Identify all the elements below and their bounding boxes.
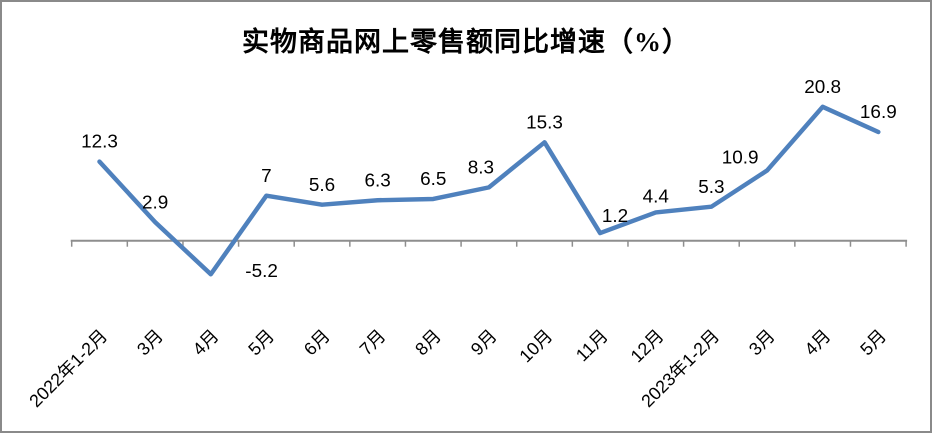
x-axis-tick-label: 4月 [801, 326, 835, 360]
x-axis-tick-label: 8月 [411, 326, 445, 360]
data-point-label: 12.3 [81, 131, 118, 152]
x-axis-tick-label: 7月 [356, 326, 390, 360]
data-point-label: 1.2 [602, 205, 628, 226]
x-axis-tick-label: 6月 [300, 326, 334, 360]
x-axis-tick-label: 4月 [189, 326, 223, 360]
data-point-label: 10.9 [722, 147, 759, 168]
x-axis-tick-label: 3月 [133, 326, 167, 360]
data-point-label: 7 [261, 165, 272, 186]
data-point-label: 5.3 [698, 176, 724, 197]
data-point-label: 16.9 [860, 101, 897, 122]
series-line [97, 104, 881, 277]
chart-title: 实物商品网上零售额同比增速（%） [242, 27, 690, 57]
x-axis-tick-label: 10月 [515, 326, 556, 367]
data-point-label: 8.3 [468, 157, 494, 178]
data-point-label: 15.3 [526, 111, 563, 132]
data-point-label: 2.9 [142, 191, 168, 212]
data-point-label: -5.2 [245, 260, 278, 281]
x-axis-tick-label: 2022年1-2月 [25, 326, 111, 412]
x-axis-tick-label: 9月 [467, 326, 501, 360]
data-point-label: 5.6 [309, 174, 335, 195]
data-point-label: 20.8 [804, 76, 841, 97]
x-axis-tick-label: 12月 [627, 326, 668, 367]
data-point-label: 6.3 [365, 169, 391, 190]
x-axis-tick-label: 5月 [856, 326, 890, 360]
data-point-label: 6.5 [420, 168, 446, 189]
x-axis-tick-label: 11月 [572, 326, 612, 366]
x-axis-tick-label: 5月 [244, 326, 278, 360]
x-axis-tick-label: 3月 [745, 326, 779, 360]
data-point-label: 4.4 [643, 186, 669, 207]
